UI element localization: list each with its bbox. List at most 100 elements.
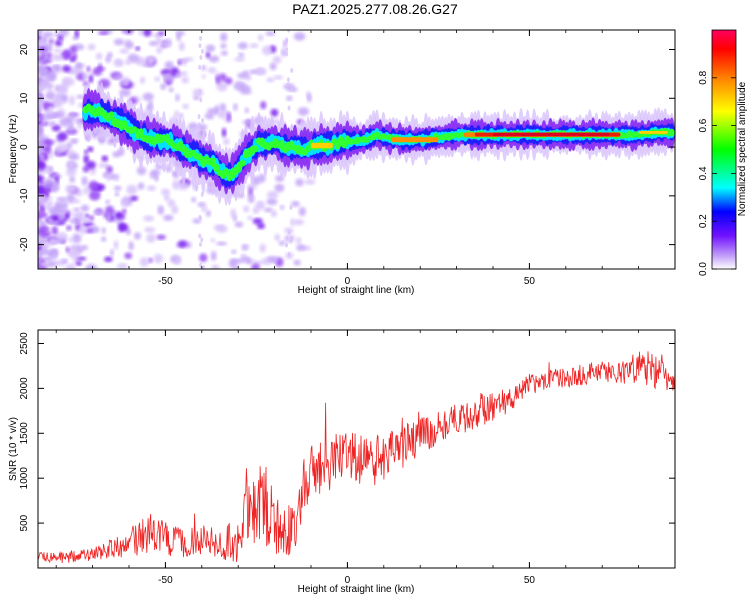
- spectral-blob: [124, 59, 132, 65]
- spectral-blob: [202, 65, 206, 71]
- spectral-blob: [287, 166, 291, 172]
- spectral-blob: [58, 30, 69, 37]
- spectral-blob: [49, 38, 54, 45]
- spectral-blob: [264, 207, 273, 213]
- spectral-blob: [146, 185, 157, 191]
- spectral-blob: [139, 257, 150, 268]
- spectral-blob: [38, 219, 43, 228]
- spectral-blob: [116, 59, 124, 67]
- spectral-blob: [207, 67, 217, 74]
- spectral-blob: [198, 233, 202, 239]
- spectral-blob: [146, 233, 156, 243]
- spectral-blob: [138, 30, 143, 36]
- spectral-blob: [83, 154, 90, 164]
- spectral-blob: [54, 39, 63, 47]
- snr-panel: -50 0 50 500 1000 1500 2000 2500 Height …: [8, 329, 676, 595]
- spectral-blob: [285, 47, 289, 53]
- spectral-blob: [297, 107, 309, 116]
- spectral-blob: [202, 264, 206, 269]
- spectral-blob: [113, 240, 119, 250]
- spectral-blob: [156, 234, 166, 240]
- spectral-blob: [293, 32, 306, 41]
- spectral-blob: [38, 94, 42, 104]
- spectrogram-ytick-label: 0: [19, 144, 30, 150]
- spectral-blob: [273, 75, 284, 80]
- spectral-blob: [54, 65, 61, 72]
- snr-ytick-label: 2500: [19, 332, 30, 355]
- spectrogram-frame: [37, 29, 676, 270]
- spectral-blob: [270, 108, 279, 117]
- spectrogram-xtick-label: 50: [524, 276, 536, 287]
- spectral-blob: [82, 72, 89, 81]
- spectral-blob: [216, 241, 228, 246]
- spectral-blob: [38, 104, 42, 112]
- spectral-blob: [285, 37, 289, 43]
- spectral-blob: [161, 188, 171, 196]
- spectral-blob: [290, 85, 294, 91]
- spectral-blob: [143, 30, 152, 37]
- snr-ytick-label: 1500: [19, 422, 30, 445]
- ridge-core: [493, 132, 610, 137]
- spectral-blob: [177, 240, 188, 248]
- ridge-core: [391, 137, 439, 143]
- spectral-blob: [124, 252, 133, 260]
- spectral-blob: [270, 258, 278, 263]
- spectral-blob: [208, 55, 220, 63]
- spectral-blob: [160, 83, 167, 90]
- spectral-blob: [213, 224, 226, 231]
- snr-ticks: [38, 330, 676, 568]
- spectral-blob: [292, 219, 305, 226]
- spectral-blob: [163, 214, 174, 221]
- spectrogram-xtick-label: -50: [158, 276, 173, 287]
- spectral-blob: [114, 176, 119, 182]
- spectrogram-ytick-label: 20: [19, 44, 30, 56]
- spectral-blob: [138, 57, 147, 65]
- spectral-blob: [53, 97, 64, 108]
- spectral-blob: [85, 160, 96, 170]
- spectral-blob: [240, 253, 246, 260]
- spectral-blob: [260, 101, 267, 110]
- spectral-blob: [160, 41, 170, 47]
- spectral-blob: [201, 74, 206, 79]
- spectral-blob: [306, 93, 312, 103]
- snr-xtick-label: 0: [345, 575, 351, 586]
- spectral-blob: [38, 161, 47, 170]
- spectral-blob: [174, 256, 182, 265]
- spectral-blob: [66, 225, 72, 231]
- spectral-blob: [199, 54, 203, 60]
- spectral-blob: [39, 154, 44, 160]
- spectral-blob: [220, 43, 227, 49]
- spectral-blob: [287, 252, 291, 258]
- ridge-core: [311, 142, 333, 149]
- spectral-blob: [38, 110, 41, 119]
- spectral-blob: [153, 253, 164, 264]
- spectral-blob: [205, 44, 216, 53]
- spectral-blob: [201, 205, 208, 213]
- spectral-blob: [157, 30, 165, 37]
- spectral-blob: [216, 81, 228, 92]
- spectral-blob: [86, 65, 91, 73]
- spectral-blob: [40, 205, 45, 214]
- snr-frame: [37, 329, 676, 569]
- spectral-blob: [65, 116, 74, 125]
- spectral-blob: [262, 45, 272, 56]
- spectral-blob: [285, 242, 289, 248]
- spectral-blob: [207, 107, 220, 115]
- spectral-blob: [285, 51, 289, 57]
- spectrogram-ytick-label: 10: [19, 92, 30, 104]
- spectral-blob: [230, 208, 237, 219]
- spectral-blob: [298, 206, 306, 217]
- spectral-blob: [121, 200, 128, 207]
- spectral-blob: [223, 138, 230, 146]
- spectral-blob: [38, 211, 42, 221]
- spectral-blob: [87, 43, 96, 51]
- spectral-blob: [88, 180, 99, 191]
- spectral-blob: [136, 166, 147, 176]
- spectrogram-xlabel: Height of straight line (km): [298, 285, 415, 296]
- spectral-blob: [101, 155, 109, 162]
- spectral-blob: [269, 62, 277, 71]
- spectral-blob: [56, 196, 68, 203]
- spectral-blob: [287, 229, 291, 235]
- spectral-blob: [289, 204, 293, 210]
- spectral-blob: [46, 87, 53, 92]
